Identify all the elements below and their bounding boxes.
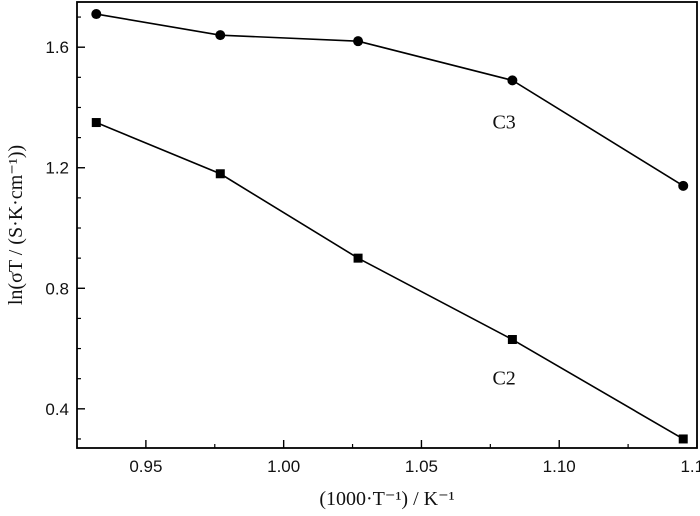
y-tick-label: 0.4 — [45, 400, 69, 419]
y-tick-label: 0.8 — [45, 279, 69, 298]
data-point-c3 — [507, 75, 518, 86]
x-tick-label: 0.95 — [129, 457, 162, 476]
data-point-c2 — [507, 335, 517, 345]
data-point-c3 — [353, 36, 364, 47]
series-line-c2 — [95, 121, 684, 440]
y-axis-title: ln(σT / (S·K·cm⁻¹)) — [5, 145, 27, 305]
x-tick-label: 1.05 — [405, 457, 438, 476]
x-axis-ticks: 0.95 1.00 1.05 1.10 1.15 — [129, 440, 700, 476]
series-layer: C3 C2 — [91, 9, 689, 444]
y-axis-ticks: 0.4 0.8 1.2 1.6 — [45, 16, 85, 440]
x-tick-label: 1.10 — [543, 457, 576, 476]
x-axis-title: (1000·T⁻¹) / K⁻¹ — [319, 488, 454, 510]
x-tick-label: 1.15 — [680, 457, 700, 476]
data-point-c2 — [353, 253, 363, 263]
data-point-c2 — [215, 169, 225, 179]
data-point-c3 — [215, 30, 226, 41]
series-label-c2: C2 — [492, 368, 515, 390]
x-tick-label: 1.00 — [267, 457, 300, 476]
plot-frame — [76, 1, 698, 449]
data-point-c3 — [91, 9, 102, 20]
series-line-c3 — [96, 13, 684, 187]
series-label-c3: C3 — [492, 112, 515, 134]
data-point-c2 — [91, 118, 101, 128]
data-point-c3 — [678, 180, 689, 191]
data-point-c2 — [678, 434, 688, 444]
y-tick-label: 1.2 — [45, 159, 69, 178]
y-tick-label: 1.6 — [45, 38, 69, 57]
